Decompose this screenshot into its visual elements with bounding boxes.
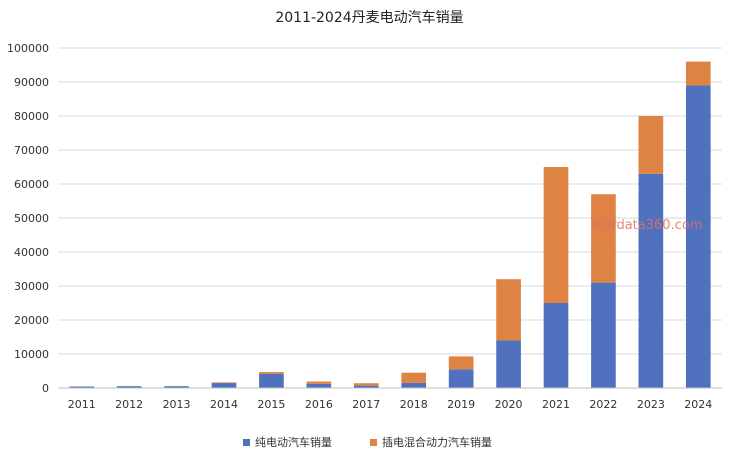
- x-tick-label: 2017: [352, 398, 380, 411]
- y-tick-label: 20000: [14, 314, 49, 327]
- bar-phev-2018: [401, 372, 427, 383]
- y-tick-label: 0: [42, 382, 49, 395]
- y-tick-label: 10000: [14, 348, 49, 361]
- bar-bev-2011: [69, 386, 95, 388]
- x-tick-label: 2019: [447, 398, 475, 411]
- x-tick-label: 2011: [68, 398, 96, 411]
- y-tick-label: 40000: [14, 246, 49, 259]
- bar-phev-2021: [543, 167, 569, 303]
- bar-phev-2014: [211, 382, 237, 384]
- bar-bev-2016: [306, 383, 332, 388]
- bar-bev-2012: [116, 386, 142, 388]
- y-tick-label: 80000: [14, 110, 49, 123]
- x-axis-ticks: 2011 2012 2013 2014 2015 2016 2017 2018 2019 2020…: [68, 398, 713, 411]
- bar-bev-2020: [496, 340, 521, 388]
- x-tick-label: 2015: [257, 398, 285, 411]
- bar-phev-2022: [591, 194, 616, 283]
- legend-label-phev: 插电混合动力汽车销量: [382, 435, 492, 449]
- bars: [69, 61, 711, 389]
- y-tick-label: 60000: [14, 178, 49, 191]
- watermark-text: stardata360.com: [592, 218, 703, 233]
- bar-bev-2017: [353, 385, 379, 388]
- legend-label-bev: 纯电动汽车销量: [255, 435, 332, 449]
- bar-bev-2022: [591, 282, 616, 388]
- x-tick-label: 2013: [163, 398, 191, 411]
- bar-bev-2018: [401, 382, 427, 388]
- bar-phev-2024: [685, 61, 711, 86]
- y-tick-label: 90000: [14, 76, 49, 89]
- bar-bev-2014: [211, 382, 237, 388]
- legend: 纯电动汽车销量 插电混合动力汽车销量: [243, 435, 492, 449]
- x-tick-label: 2023: [637, 398, 665, 411]
- y-tick-label: 100000: [7, 42, 49, 55]
- x-tick-label: 2021: [542, 398, 570, 411]
- bar-bev-2019: [448, 369, 474, 388]
- bar-bev-2021: [543, 303, 569, 388]
- x-tick-label: 2016: [305, 398, 333, 411]
- y-axis-ticks: 0 10000 20000 30000 40000 50000 60000 70000 8000…: [7, 42, 49, 395]
- x-tick-label: 2024: [684, 398, 712, 411]
- y-tick-label: 70000: [14, 144, 49, 157]
- bar-bev-2023: [638, 173, 664, 388]
- x-tick-label: 2020: [495, 398, 523, 411]
- legend-swatch-bev: [243, 439, 250, 446]
- grid-lines: [58, 47, 722, 355]
- x-tick-label: 2022: [589, 398, 617, 411]
- x-tick-label: 2014: [210, 398, 238, 411]
- x-tick-label: 2018: [400, 398, 428, 411]
- bar-bev-2015: [259, 373, 284, 388]
- bar-phev-2023: [638, 116, 664, 174]
- bar-phev-2020: [496, 279, 521, 341]
- bar-phev-2019: [448, 356, 474, 370]
- y-tick-label: 30000: [14, 280, 49, 293]
- legend-swatch-phev: [370, 439, 377, 446]
- bar-phev-2017: [353, 383, 379, 386]
- bar-phev-2015: [259, 372, 284, 374]
- chart-title: 2011-2024丹麦电动汽车销量: [275, 9, 463, 26]
- bar-bev-2024: [685, 85, 711, 389]
- bar-phev-2016: [306, 381, 332, 384]
- bar-bev-2013: [164, 386, 189, 388]
- y-tick-label: 50000: [14, 212, 49, 225]
- x-tick-label: 2012: [115, 398, 143, 411]
